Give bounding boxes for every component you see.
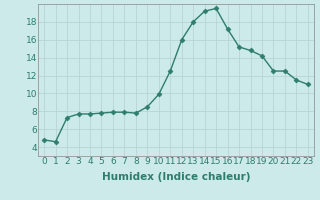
X-axis label: Humidex (Indice chaleur): Humidex (Indice chaleur) bbox=[102, 172, 250, 182]
